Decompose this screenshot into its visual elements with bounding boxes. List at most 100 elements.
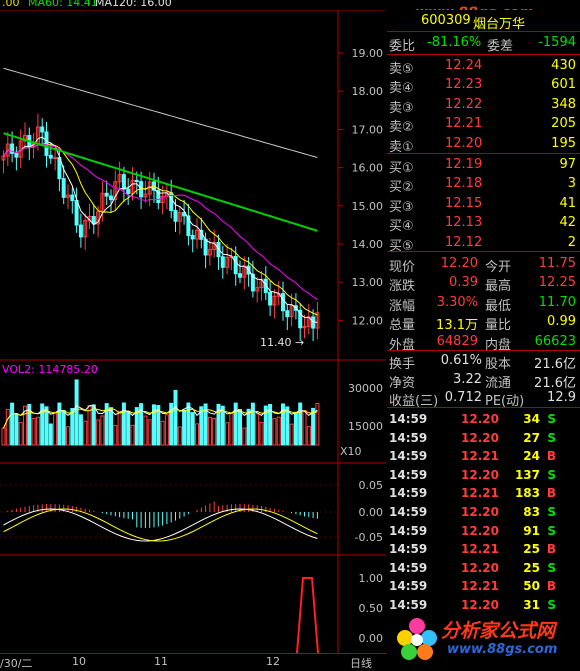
volume-bar — [87, 404, 92, 446]
trade-volume: 50 — [523, 579, 540, 594]
volume-bar — [10, 402, 15, 446]
candle-body — [255, 287, 260, 292]
volume-bar — [160, 420, 165, 446]
candle-body — [263, 278, 268, 293]
bids-volume: 3 — [567, 176, 576, 192]
trade-volume: 83 — [523, 505, 540, 519]
bids-volume: 42 — [559, 215, 576, 231]
asks-price: 12.21 — [445, 116, 483, 132]
fundamental-value: 12.9 — [547, 390, 576, 405]
asks-price: 12.22 — [445, 96, 483, 112]
asks-label: 卖① — [389, 139, 414, 155]
fundamental-value: 3.22 — [453, 371, 482, 387]
volume-bar — [281, 403, 285, 446]
bids-price: 12.15 — [445, 195, 483, 211]
volume-bar — [203, 403, 208, 446]
candle-body — [104, 192, 109, 197]
candle-body — [186, 215, 191, 236]
kline-chart[interactable]: 19.00 18.00 17.00 16.00 15.00 14.00 13.00 12.00… — [0, 10, 386, 658]
macd-dea-line — [3, 508, 318, 542]
volume-bar — [259, 421, 264, 446]
site-logo: 分析家公式网 www.88gs.com — [395, 610, 580, 670]
trade-side: S — [547, 505, 556, 519]
trade-side: B — [546, 449, 556, 464]
ma120-label: MA120: 16.00 — [95, 0, 172, 9]
asks-price: 12.23 — [445, 77, 483, 93]
trade-time: 14:59 — [389, 430, 428, 445]
trade-side: S — [547, 598, 556, 612]
trade-row: 14:59 12.20 91 S — [387, 523, 580, 539]
macd-dif-line — [3, 508, 318, 542]
fundamental-label: 收益(三) — [389, 394, 439, 409]
candle-body — [225, 256, 230, 268]
fundamental-label: 净资 — [389, 375, 416, 391]
volume-bar — [139, 403, 144, 446]
quote-panel: 600309 烟台万华 委比 -81.16% 委差 -1594 卖⑤ 12.24 4… — [387, 10, 580, 658]
volume-bar — [1, 427, 6, 446]
bids-volume: 2 — [567, 234, 576, 250]
logo-title: 分析家公式网 — [441, 620, 556, 642]
volume-bar — [207, 416, 212, 446]
volume-bar — [229, 413, 234, 446]
quote-label: 现价 — [389, 260, 416, 275]
candle-body — [315, 312, 320, 329]
trade-price: 12.20 — [461, 560, 499, 575]
price-axis-label: 14.00 — [352, 238, 384, 251]
trade-volume: 25 — [523, 542, 540, 557]
trade-row: 14:59 12.21 50 B — [387, 578, 580, 594]
trade-side: S — [547, 430, 556, 445]
candle-body — [23, 134, 27, 142]
quote-label: 今开 — [485, 260, 512, 275]
candle-body — [238, 273, 242, 278]
time-tick: /30/二 — [0, 657, 33, 670]
quote-value: 0.99 — [547, 314, 576, 330]
trade-volume: 137 — [514, 467, 540, 482]
quote-label: 最高 — [485, 279, 512, 295]
bids-row: 买③ 12.15 41 — [387, 195, 580, 215]
volume-bar — [113, 424, 118, 446]
fundamental-value: 21.6亿 — [534, 357, 576, 372]
volume-bar — [182, 409, 187, 446]
volume-bar — [27, 403, 32, 446]
volume-bar — [186, 402, 191, 446]
volume-bar — [66, 426, 70, 446]
trade-volume: 183 — [514, 486, 540, 501]
macd-axis-label: -0.05 — [355, 531, 383, 544]
volume-bar — [126, 410, 131, 446]
candle-body — [302, 325, 307, 329]
asks-row: 卖② 12.21 205 — [387, 115, 580, 135]
weibi-value: -81.16% — [427, 35, 482, 50]
volume-bar — [225, 422, 230, 446]
volume-bar — [268, 403, 273, 446]
title-strip: .00 MA60: 14.41 MA120: 16.00 — [0, 0, 580, 10]
time-tick: 10 — [72, 655, 86, 668]
ma60-line — [3, 132, 318, 232]
price-axis-label: 16.00 — [352, 162, 384, 175]
indicator-axis-label: 0.00 — [359, 632, 384, 645]
period-button[interactable]: 日线 — [350, 657, 372, 670]
volume-bar — [61, 409, 66, 446]
quote-label: 量比 — [485, 318, 512, 334]
asks-price: 12.24 — [445, 58, 483, 73]
volume-bar — [220, 405, 225, 446]
trade-price: 12.20 — [461, 430, 499, 445]
candle-body — [207, 249, 212, 256]
volume-bar — [18, 422, 23, 446]
volume-bar — [134, 407, 139, 446]
bids-row: 买④ 12.13 42 — [387, 214, 580, 234]
indicator-axis-label: 1.00 — [359, 572, 384, 585]
volume-bar — [104, 403, 109, 446]
trade-time: 14:59 — [389, 486, 428, 501]
price-axis-label: 15.00 — [352, 200, 384, 213]
asks-row: 卖④ 12.23 601 — [387, 76, 580, 96]
volume-bar — [156, 405, 161, 446]
volume-bar — [31, 418, 36, 446]
volume-bar — [152, 404, 156, 446]
price-axis-label: 13.00 — [352, 276, 384, 289]
candle-body — [190, 234, 195, 240]
weicha-label: 委差 — [487, 39, 514, 54]
candle-body — [298, 309, 303, 329]
trade-volume: 27 — [523, 430, 540, 445]
trade-row: 14:59 12.20 34 S — [387, 411, 580, 427]
volume-bar — [311, 407, 316, 446]
